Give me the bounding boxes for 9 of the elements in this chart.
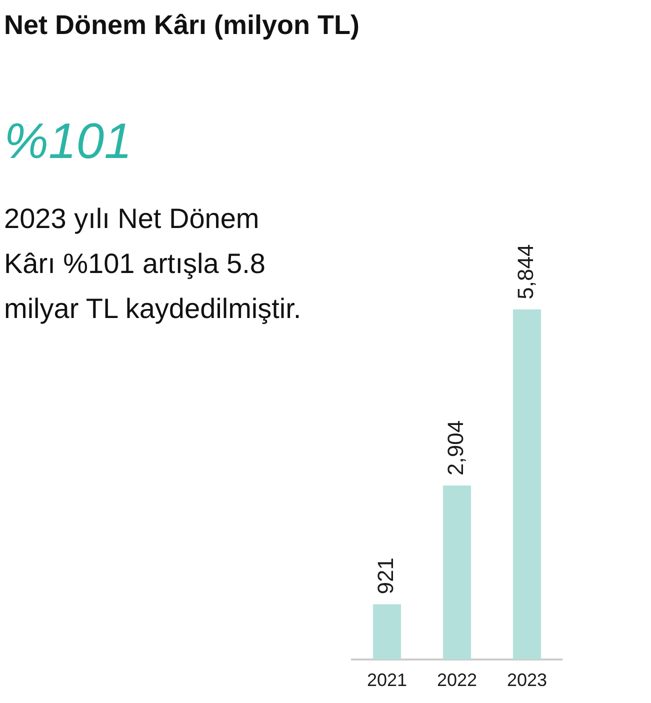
text: 2023 yılı Net Dönem Kârı %101 artışla 5.8 milyar TL kaydedilmiştir. (4, 202, 302, 326)
data-label: 2,904 (443, 420, 468, 476)
data-label: 5,844 (513, 244, 538, 300)
chart-title: Net Dönem Kârı (milyon TL) (4, 10, 360, 41)
x-tick-label: 2022 (436, 670, 478, 690)
text: %101 (4, 112, 132, 170)
x-tick-label: 2021 (366, 670, 408, 690)
data-label: 921 (373, 558, 398, 594)
x-tick-label: 2023 (506, 670, 548, 690)
